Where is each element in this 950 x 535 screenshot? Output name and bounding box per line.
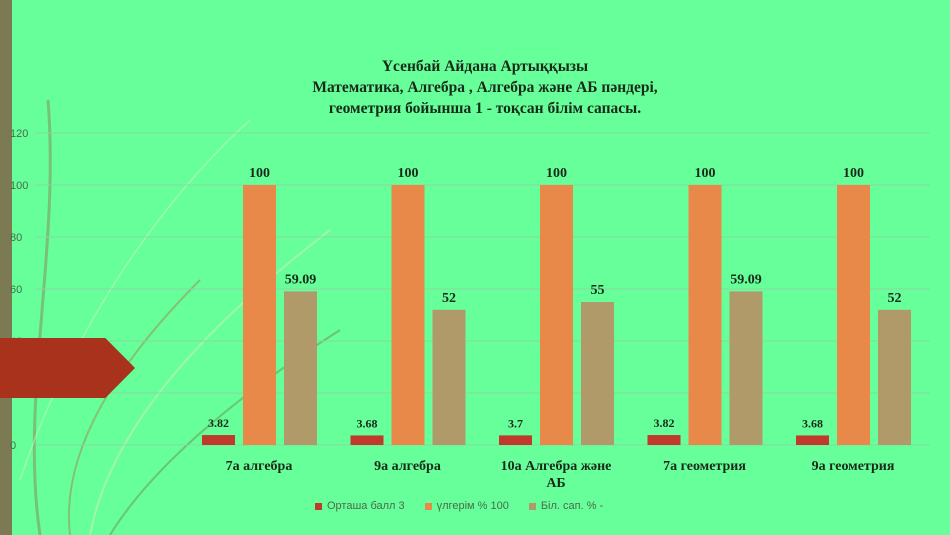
bar (837, 185, 870, 445)
bars (202, 185, 911, 445)
legend-item-progress: үлгерім % 100 (424, 500, 509, 512)
legend-label-progress: үлгерім % 100 (436, 500, 509, 512)
chart-title-line-1: Үсенбай Айдана Артыққызы (381, 58, 589, 75)
data-label: 59.09 (730, 272, 762, 287)
data-label: 100 (398, 166, 419, 181)
data-label: 55 (591, 283, 605, 298)
legend-swatch-avg (315, 502, 322, 510)
legend-label-avg: Орташа балл 3 (327, 500, 405, 512)
data-label: 3.68 (357, 416, 378, 430)
data-label: 3.68 (802, 416, 823, 430)
bar (581, 302, 614, 445)
bar (243, 185, 276, 445)
bar (432, 309, 466, 445)
category-label: 9а геометрия (812, 459, 895, 474)
bar (391, 185, 425, 445)
legend-swatch-progress (424, 502, 432, 510)
legend-label-quality: Біл. сап. % - (540, 500, 604, 512)
category-label: 7а алгебра (226, 459, 293, 474)
category-label: 9а алгебра (374, 459, 441, 474)
data-label: 59.09 (285, 272, 317, 287)
data-label: 3.82 (208, 416, 229, 430)
y-tick-label: 0 (10, 440, 16, 452)
bar (647, 435, 681, 445)
bar (284, 291, 317, 445)
arrow-decor (0, 338, 135, 398)
legend-item-quality: Біл. сап. % - (528, 500, 604, 512)
y-tick-label: 100 (10, 180, 28, 192)
bar (729, 291, 763, 445)
data-label: 3.7 (508, 416, 523, 430)
chart-title-line-3: геометрия бойынша 1 - тоқсан білім сапас… (328, 100, 642, 117)
gridlines (35, 132, 930, 446)
legend: Орташа балл 3 үлгерім % 100 Біл. сап. % … (315, 500, 603, 512)
bar (878, 309, 911, 445)
data-label: 100 (695, 166, 716, 181)
data-labels: 3.82 100 59.09 3.68 100 52 3.7 100 55 3.82 100 59.0… (208, 166, 902, 430)
bar (540, 185, 573, 445)
legend-swatch-quality (528, 502, 536, 510)
chart-title-line-2: Математика, Алгебра , Алгебра және АБ пә… (312, 79, 658, 96)
data-label: 52 (442, 291, 456, 306)
data-label: 100 (546, 166, 567, 181)
left-decor-strip (0, 0, 12, 535)
y-tick-label: 60 (10, 284, 22, 296)
category-label: 10а Алгебра және АБ (501, 459, 612, 491)
x-axis-categories: 7а алгебра 9а алгебра 10а Алгебра және АБ 7а… (226, 459, 895, 491)
data-label: 3.82 (654, 416, 675, 430)
bar (202, 435, 235, 445)
data-label: 52 (888, 291, 902, 306)
bar (688, 185, 722, 445)
y-tick-label: 80 (10, 232, 22, 244)
data-label: 100 (249, 166, 270, 181)
bar (499, 435, 532, 445)
category-label: 7а геометрия (663, 459, 746, 474)
legend-item-avg: Орташа балл 3 (315, 500, 405, 512)
y-axis-ticks: 020406080100120 (10, 128, 28, 452)
bar (796, 435, 829, 445)
data-label: 100 (843, 166, 864, 181)
bar (350, 435, 384, 445)
y-tick-label: 120 (10, 128, 28, 140)
